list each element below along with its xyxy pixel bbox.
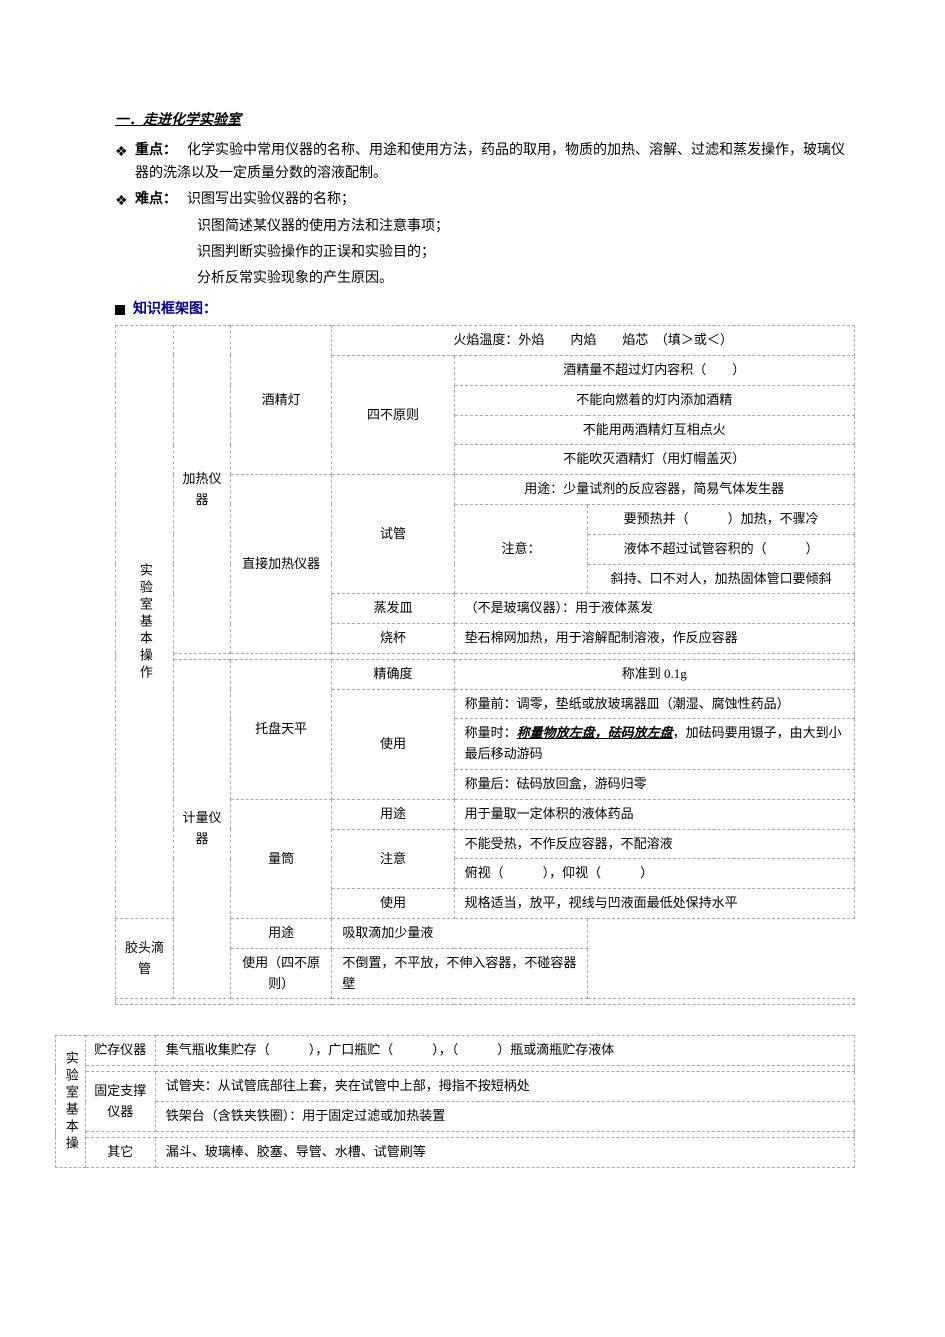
t1-precision-l: 精确度 bbox=[332, 659, 454, 689]
diamond-icon: ❖ bbox=[115, 189, 135, 211]
keypoints-body: 重点：化学实验中常用仪器的名称、用途和使用方法，药品的取用，物质的加热、溶解、过… bbox=[135, 140, 855, 185]
t1-cyl-note2: 俯视（ ），仰视（ ） bbox=[454, 859, 854, 889]
t1-beaker-text: 垫石棉网加热，用于溶解配制溶液，作反应容器 bbox=[454, 624, 854, 654]
difficulties-body: 难点： 识图写出实验仪器的名称； bbox=[135, 189, 355, 211]
t1-direct-heat: 直接加热仪器 bbox=[231, 475, 332, 654]
t1-tube: 试管 bbox=[332, 475, 454, 594]
t1-drop-use: 吸取滴加少量液 bbox=[332, 919, 588, 949]
framework-label: 知识框架图： bbox=[115, 299, 855, 321]
t2-side: 实验室基本操 bbox=[56, 1036, 86, 1167]
t1-tube-use: 用途：少量试剂的反应容器，简易气体发生器 bbox=[454, 475, 854, 505]
t2-storage: 集气瓶收集贮存（ ），广口瓶贮（ ），（ ）瓶或滴瓶贮存液体 bbox=[155, 1036, 854, 1066]
t1-tn3: 斜持、口不对人，加热固体管口要倾斜 bbox=[588, 564, 855, 594]
t1-tube-note-l: 注意： bbox=[454, 504, 588, 593]
t1-cat1: 加热仪器 bbox=[173, 326, 230, 654]
t1-evap: 蒸发皿 bbox=[332, 594, 454, 624]
t1-beaker: 烧杯 bbox=[332, 624, 454, 654]
t1-precision-v: 称准到 0.1g bbox=[454, 659, 854, 689]
keypoints-label: 重点： bbox=[135, 143, 177, 158]
t1-bottom-gap bbox=[116, 999, 855, 1005]
t1-drop-use-l: 用途 bbox=[231, 919, 332, 949]
t1-drop-op: 不倒置，不平放，不伸入容器，不碰容器壁 bbox=[332, 948, 588, 999]
t1-side: 实验室基本操作 bbox=[116, 326, 174, 919]
t1-cyl-note1: 不能受热，不作反应容器，不配溶液 bbox=[454, 829, 854, 859]
t2-other-l: 其它 bbox=[85, 1137, 155, 1167]
t1-cylinder: 量筒 bbox=[231, 799, 332, 918]
t1-r1: 酒精量不超过灯内容积（ ） bbox=[454, 355, 854, 385]
difficulty-line-0: 识图写出实验仪器的名称； bbox=[187, 192, 355, 207]
t1-cyl-use: 用于量取一定体积的液体药品 bbox=[454, 799, 854, 829]
keypoints-text: 化学实验中常用仪器的名称、用途和使用方法，药品的取用，物质的加热、溶解、过滤和蒸… bbox=[135, 143, 845, 180]
t1-evap-text: （不是玻璃仪器）：用于液体蒸发 bbox=[454, 594, 854, 624]
t1-b3: 称量后：砝码放回盒，游码归零 bbox=[454, 770, 854, 800]
framework-text: 知识框架图： bbox=[133, 302, 217, 317]
difficulty-line-1: 识图简述某仪器的使用方法和注意事项； bbox=[115, 216, 855, 238]
t1-drop-op-l: 使用（四不原则） bbox=[231, 948, 332, 999]
t1-alcohol-lamp: 酒精灯 bbox=[231, 326, 332, 475]
t1-tn1: 要预热并（ ）加热，不骤冷 bbox=[588, 504, 855, 534]
square-icon bbox=[115, 305, 125, 315]
difficulty-line-2: 识图判断实验操作的正误和实验目的； bbox=[115, 242, 855, 264]
t1-balance: 托盘天平 bbox=[231, 659, 332, 799]
t2-support1: 试管夹：从试管底部往上套，夹在试管中上部，拇指不按短柄处 bbox=[155, 1072, 854, 1102]
t1-b2a: 称量时： bbox=[465, 725, 517, 740]
t1-cat2: 计量仪器 bbox=[173, 659, 230, 999]
t1-cyl-op: 规格适当，放平，视线与凹液面最低处保持水平 bbox=[454, 889, 854, 919]
t2-support-l: 固定支撑仪器 bbox=[85, 1072, 155, 1132]
t1-b2: 称量时：称量物放左盘，砝码放左盘，加砝码要用镊子，由大到小最后移动游码 bbox=[454, 719, 854, 770]
t1-cyl-use-l: 用途 bbox=[332, 799, 454, 829]
t1-b1: 称量前：调零，垫纸或放玻璃器皿（潮湿、腐蚀性药品） bbox=[454, 689, 854, 719]
t1-four-no: 四不原则 bbox=[332, 355, 454, 474]
t2-support2: 铁架台（含铁夹铁圈）：用于固定过滤或加热装置 bbox=[155, 1102, 854, 1132]
difficulty-line-3: 分析反常实验现象的产生原因。 bbox=[115, 268, 855, 290]
keypoints-row: ❖ 重点：化学实验中常用仪器的名称、用途和使用方法，药品的取用，物质的加热、溶解… bbox=[115, 140, 855, 185]
diamond-icon: ❖ bbox=[115, 140, 135, 162]
t2-storage-l: 贮存仪器 bbox=[85, 1036, 155, 1066]
section-heading: 一．走进化学实验室 bbox=[115, 110, 855, 132]
t1-use-l: 使用 bbox=[332, 689, 454, 799]
t1-dropper: 胶头滴管 bbox=[116, 919, 174, 999]
framework-table-2: 实验室基本操 贮存仪器 集气瓶收集贮存（ ），广口瓶贮（ ），（ ）瓶或滴瓶贮存… bbox=[55, 1035, 855, 1167]
t1-flame-temp: 火焰温度：外焰 内焰 焰芯 （填＞或＜） bbox=[332, 326, 855, 356]
t1-tn2: 液体不超过试管容积的（ ） bbox=[588, 534, 855, 564]
t1-r2: 不能向燃着的灯内添加酒精 bbox=[454, 385, 854, 415]
t1-cyl-op-l: 使用 bbox=[332, 889, 454, 919]
t1-cyl-note-l: 注意 bbox=[332, 829, 454, 889]
difficulties-label: 难点： bbox=[135, 192, 177, 207]
t2-other: 漏斗、玻璃棒、胶塞、导管、水槽、试管刷等 bbox=[155, 1137, 854, 1167]
t1-b2b: 称量物放左盘，砝码放左盘 bbox=[517, 725, 673, 740]
framework-table-1: 实验室基本操作 加热仪器 酒精灯 火焰温度：外焰 内焰 焰芯 （填＞或＜） 四不… bbox=[115, 325, 855, 1005]
t1-r3: 不能用两酒精灯互相点火 bbox=[454, 415, 854, 445]
t1-r4: 不能吹灭酒精灯（用灯帽盖灭） bbox=[454, 445, 854, 475]
difficulties-row: ❖ 难点： 识图写出实验仪器的名称； bbox=[115, 189, 855, 211]
